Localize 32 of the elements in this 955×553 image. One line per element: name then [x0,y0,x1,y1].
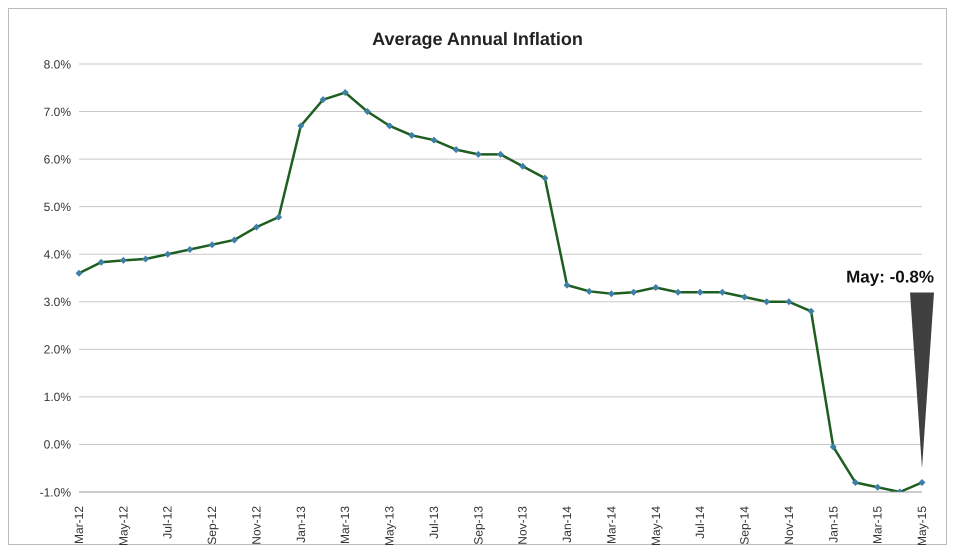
y-tick-label: 3.0% [44,295,72,310]
x-tick-label: Mar-13 [338,506,352,544]
y-tick-label: 2.0% [44,342,72,357]
x-tick-label: May-14 [648,506,663,546]
x-tick-label: Jul-13 [426,506,441,539]
y-tick-label: 5.0% [44,200,72,214]
x-tick-label: Mar-14 [604,506,618,544]
y-tick-label: 1.0% [44,390,72,404]
y-tick-label: -1.0% [40,485,72,500]
x-tick-label: Jul-14 [693,506,708,539]
x-tick-label: Nov-13 [516,506,530,545]
annotation: May: -0.8% [846,267,934,286]
x-tick-label: Mar-15 [870,506,885,544]
y-tick-label: 0.0% [44,438,72,452]
x-tick-label: May-15 [915,506,929,546]
x-tick-label: Nov-12 [249,506,264,545]
y-tick-label: 6.0% [44,152,72,166]
x-tick-label: Jul-12 [160,506,175,539]
x-tick-label: Mar-12 [72,506,86,544]
x-tick-label: Jan-15 [826,506,840,543]
y-tick-label: 8.0% [44,57,72,72]
x-tick-label: May-12 [116,506,130,546]
x-tick-label: Sep-14 [738,506,752,545]
x-tick-label: May-13 [382,506,397,546]
x-tick-label: Sep-12 [205,506,220,545]
x-tick-label: Jan-14 [560,506,574,543]
y-tick-label: 7.0% [44,104,72,119]
x-tick-label: Nov-14 [782,506,796,545]
y-tick-label: 4.0% [44,247,72,262]
x-tick-label: Jan-13 [294,506,308,543]
x-tick-label: Sep-13 [471,506,486,545]
chart-title: Average Annual Inflation [371,29,584,50]
